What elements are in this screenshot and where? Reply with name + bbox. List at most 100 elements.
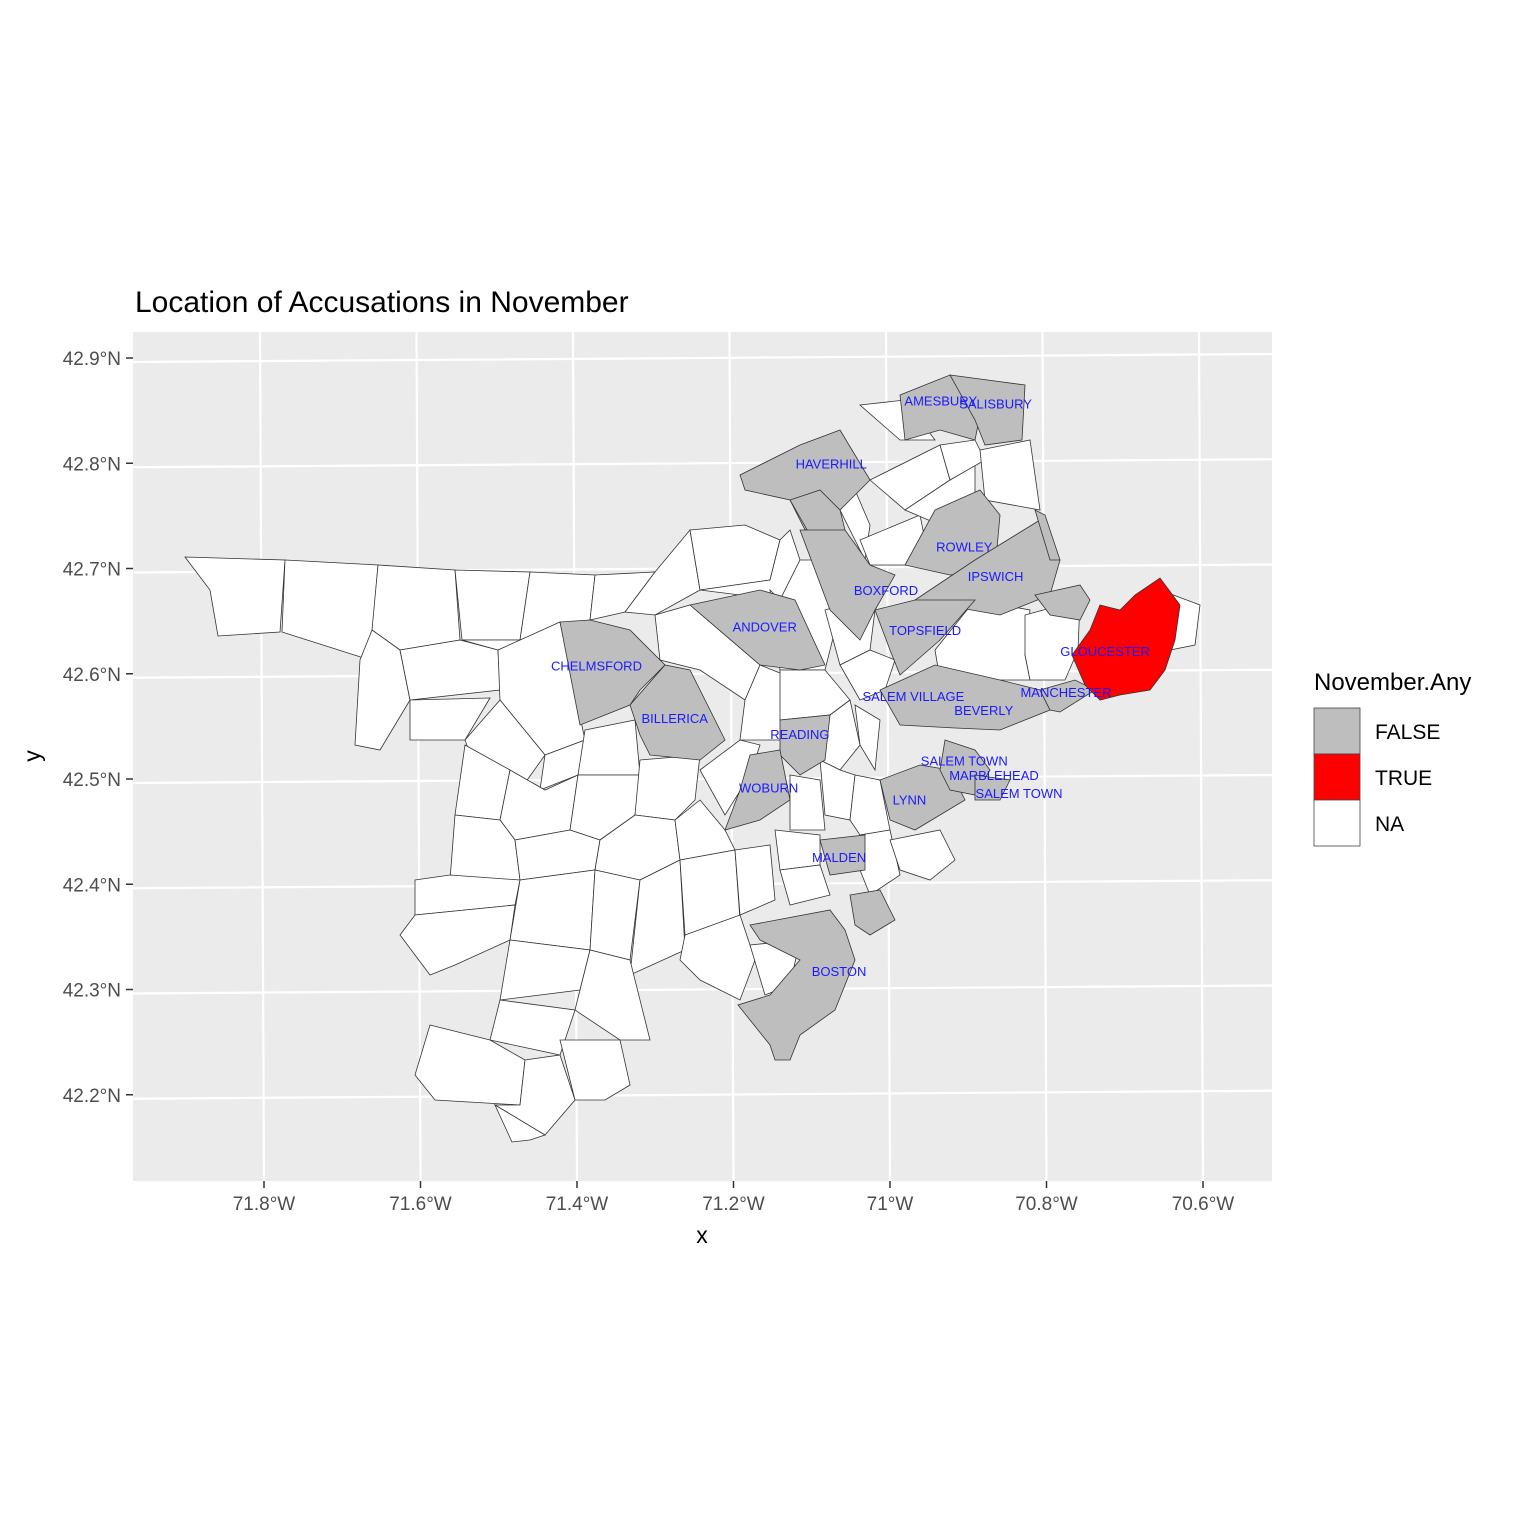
parallel-line — [132, 458, 1273, 469]
x-tick-label: 71.4°W — [546, 1194, 609, 1215]
town-polygon — [854, 704, 881, 772]
plot-title: Location of Accusations in November — [135, 286, 629, 319]
legend: November.Any FALSE TRUE NA — [1313, 669, 1471, 847]
y-axis-title: y — [19, 750, 45, 762]
parallel-line — [132, 1089, 1273, 1100]
legend-title: November.Any — [1314, 669, 1471, 696]
y-tick-label: 42.9°N — [63, 349, 121, 370]
town-label: BEVERLY — [954, 703, 1013, 718]
town-polygon — [849, 889, 896, 936]
town-polygon — [1034, 584, 1091, 621]
y-tick-label: 42.5°N — [63, 770, 121, 791]
meridian-line — [1041, 331, 1048, 1182]
town-polygon — [904, 489, 1001, 576]
town-polygon — [779, 714, 831, 776]
town-polygon — [689, 589, 826, 671]
y-axis: 42.9°N 42.8°N 42.7°N 42.6°N 42.5°N 42.4°N 42.3… — [63, 349, 133, 1107]
town-label: AMESBURY — [904, 393, 977, 408]
parallel-line — [132, 352, 1273, 364]
town-polygon — [819, 834, 866, 876]
town-label: MALDEN — [812, 850, 866, 865]
town-label: LYNN — [893, 792, 927, 807]
town-polygon — [879, 764, 966, 831]
town-label: MARBLEHEAD — [949, 768, 1039, 783]
town-label: CHELMSFORD — [551, 659, 642, 674]
y-tick-label: 42.2°N — [63, 1086, 121, 1107]
town-polygon — [184, 556, 286, 637]
town-label: ANDOVER — [733, 620, 797, 635]
town-polygon — [624, 529, 701, 616]
x-tick-label: 71.6°W — [389, 1194, 452, 1215]
legend-label: FALSE — [1375, 721, 1440, 744]
town-polygon — [674, 799, 736, 861]
town-label: SALISBURY — [959, 397, 1032, 412]
legend-key — [1313, 799, 1361, 847]
town-polygon — [414, 874, 521, 916]
town-polygon — [779, 864, 831, 906]
town-polygons — [184, 374, 1201, 1143]
town-label: ROWLEY — [936, 540, 993, 555]
town-polygon — [799, 529, 896, 641]
town-label: GLOUCESTER — [1060, 644, 1150, 659]
y-tick-label: 42.3°N — [63, 981, 121, 1002]
town-label: BILLERICA — [641, 711, 708, 726]
town-polygon — [399, 639, 501, 701]
x-tick-label: 71.2°W — [702, 1194, 765, 1215]
town-label: SALEM VILLAGE — [862, 689, 964, 704]
x-tick-label: 71°W — [867, 1194, 914, 1215]
town-polygon — [874, 599, 976, 676]
town-polygon — [839, 649, 896, 701]
town-label: HAVERHILL — [796, 457, 867, 472]
town-label: READING — [770, 727, 829, 742]
x-tick-label: 70.8°W — [1015, 1194, 1078, 1215]
town-polygon — [559, 1039, 631, 1101]
town-polygon — [724, 749, 791, 831]
y-tick-label: 42.7°N — [63, 560, 121, 581]
town-polygon — [979, 439, 1041, 511]
town-polygon-true — [1071, 577, 1181, 701]
town-polygon — [734, 844, 776, 916]
x-tick-label: 71.8°W — [233, 1194, 296, 1215]
town-polygon — [789, 774, 826, 831]
town-label: BOXFORD — [854, 583, 918, 598]
town-polygon — [371, 564, 461, 651]
town-polygon — [629, 664, 726, 761]
town-label: SALEM TOWN — [976, 786, 1063, 801]
meridian-line — [258, 331, 266, 1182]
town-polygon — [679, 914, 756, 1001]
x-tick-label: 70.6°W — [1172, 1194, 1235, 1215]
town-polygon — [889, 829, 956, 881]
town-label: TOPSFIELD — [889, 623, 961, 638]
town-label: IPSWICH — [968, 569, 1024, 584]
meridian-line — [1197, 331, 1205, 1182]
parallel-line — [132, 773, 1273, 785]
town-polygon — [974, 774, 1011, 801]
y-tick-label: 42.4°N — [63, 875, 121, 896]
town-polygon — [454, 569, 531, 641]
town-polygon — [1039, 679, 1096, 713]
town-polygon — [494, 1103, 546, 1143]
legend-label: TRUE — [1375, 767, 1432, 790]
meridian-line — [415, 331, 422, 1182]
y-tick-label: 42.6°N — [63, 665, 121, 686]
town-polygon — [1034, 509, 1061, 561]
town-polygon — [949, 374, 1026, 446]
parallel-line — [132, 984, 1273, 995]
town-label: SALEM TOWN — [921, 753, 1008, 768]
town-label: BOSTON — [812, 964, 867, 979]
legend-key — [1313, 707, 1361, 755]
x-axis: 71.8°W 71.6°W 71.4°W 71.2°W 71°W 70.8°W 70.6°W — [233, 1181, 1235, 1215]
town-polygon — [399, 904, 516, 976]
town-label: WOBURN — [739, 781, 798, 796]
x-axis-title: x — [696, 1222, 708, 1248]
y-tick-label: 42.8°N — [63, 454, 121, 475]
legend-label: NA — [1375, 813, 1404, 836]
legend-key — [1313, 753, 1361, 801]
town-label: MANCHESTER — [1020, 685, 1111, 700]
town-polygon — [559, 619, 666, 726]
town-polygon — [737, 909, 856, 1061]
town-polygon — [509, 869, 596, 951]
town-polygon — [789, 489, 846, 536]
